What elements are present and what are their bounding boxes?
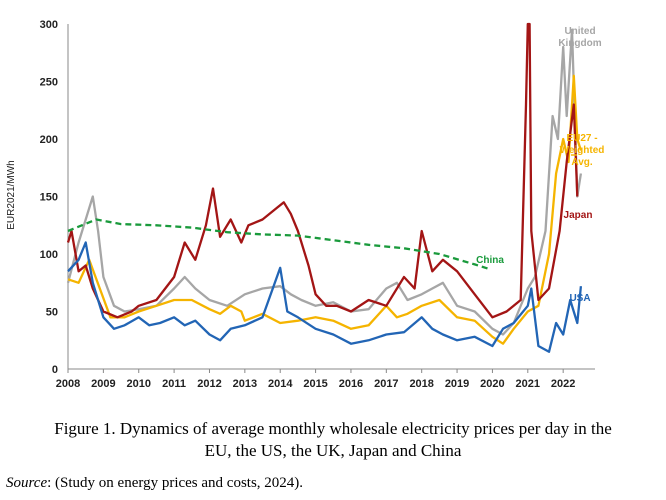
series-label-china: China — [476, 255, 504, 266]
x-tick-label: 2009 — [91, 378, 115, 390]
source-note: Source: (Study on energy prices and cost… — [6, 475, 303, 492]
series-line-japan — [66, 22, 579, 319]
x-tick-label: 2021 — [516, 378, 540, 390]
x-tick-label: 2014 — [268, 378, 293, 390]
x-tick-label: 2019 — [445, 378, 469, 390]
source-label: Source — [6, 475, 48, 491]
x-tick-label: 2011 — [162, 378, 186, 390]
y-tick-label: 50 — [46, 307, 58, 319]
series-line-eu27-weighted-avg — [67, 74, 582, 345]
series-label-line: USA — [569, 293, 590, 304]
y-tick-label: 300 — [40, 19, 58, 31]
x-tick-label: 2020 — [480, 378, 504, 390]
caption-line-1: Figure 1. Dynamics of average monthly wh… — [54, 419, 612, 438]
series-label-line: Kingdom — [558, 38, 601, 49]
series-label-line: United — [564, 26, 595, 37]
source-text: : (Study on energy prices and costs, 202… — [47, 475, 304, 491]
series-line-china — [67, 218, 490, 270]
series-label-eu27-weighted-avg: EU27 -Weighted Avg. — [560, 133, 605, 168]
x-tick-label: 2018 — [409, 378, 433, 390]
y-tick-label: 250 — [40, 77, 58, 89]
y-tick-label: 150 — [40, 192, 58, 204]
series-label-line: Avg. — [571, 157, 593, 168]
y-tick-label: 200 — [40, 134, 58, 146]
series-line-usa — [67, 241, 583, 353]
figure-caption: Figure 1. Dynamics of average monthly wh… — [0, 418, 666, 462]
series-label-line: Weighted — [560, 145, 605, 156]
x-tick-label: 2015 — [303, 378, 327, 390]
x-tick-label: 2017 — [374, 378, 398, 390]
series-line-united-kingdom — [66, 28, 583, 336]
series-label-usa: USA — [569, 293, 590, 304]
y-axis-label: EUR2021/MWh — [6, 160, 17, 229]
series-label-line: China — [476, 255, 504, 266]
chart-axes: 0 50 100 150 200 250 300 2008 2009 2010 2011 2012 20… — [40, 19, 595, 390]
chart-series — [66, 22, 583, 353]
x-tick-label: 2013 — [233, 378, 257, 390]
series-label-line: Japan — [564, 210, 593, 221]
series-label-united-kingdom: United Kingdom — [558, 26, 601, 49]
x-tick-label: 2010 — [126, 378, 150, 390]
series-label-line: EU27 - — [566, 133, 597, 144]
x-tick-label: 2016 — [339, 378, 363, 390]
series-label-japan: Japan — [564, 210, 593, 221]
x-tick-label: 2022 — [551, 378, 575, 390]
caption-line-2: EU, the US, the UK, Japan and China — [204, 441, 462, 460]
series-labels: United Kingdom EU27 -Weighted Avg. Japan Chin… — [476, 26, 604, 304]
x-tick-label: 2012 — [197, 378, 221, 390]
y-tick-label: 100 — [40, 249, 58, 261]
line-chart: 0 50 100 150 200 250 300 2008 2009 2010 2011 2012 20… — [6, 19, 604, 390]
x-tick-label: 2008 — [56, 378, 80, 390]
y-tick-label: 0 — [52, 364, 58, 376]
